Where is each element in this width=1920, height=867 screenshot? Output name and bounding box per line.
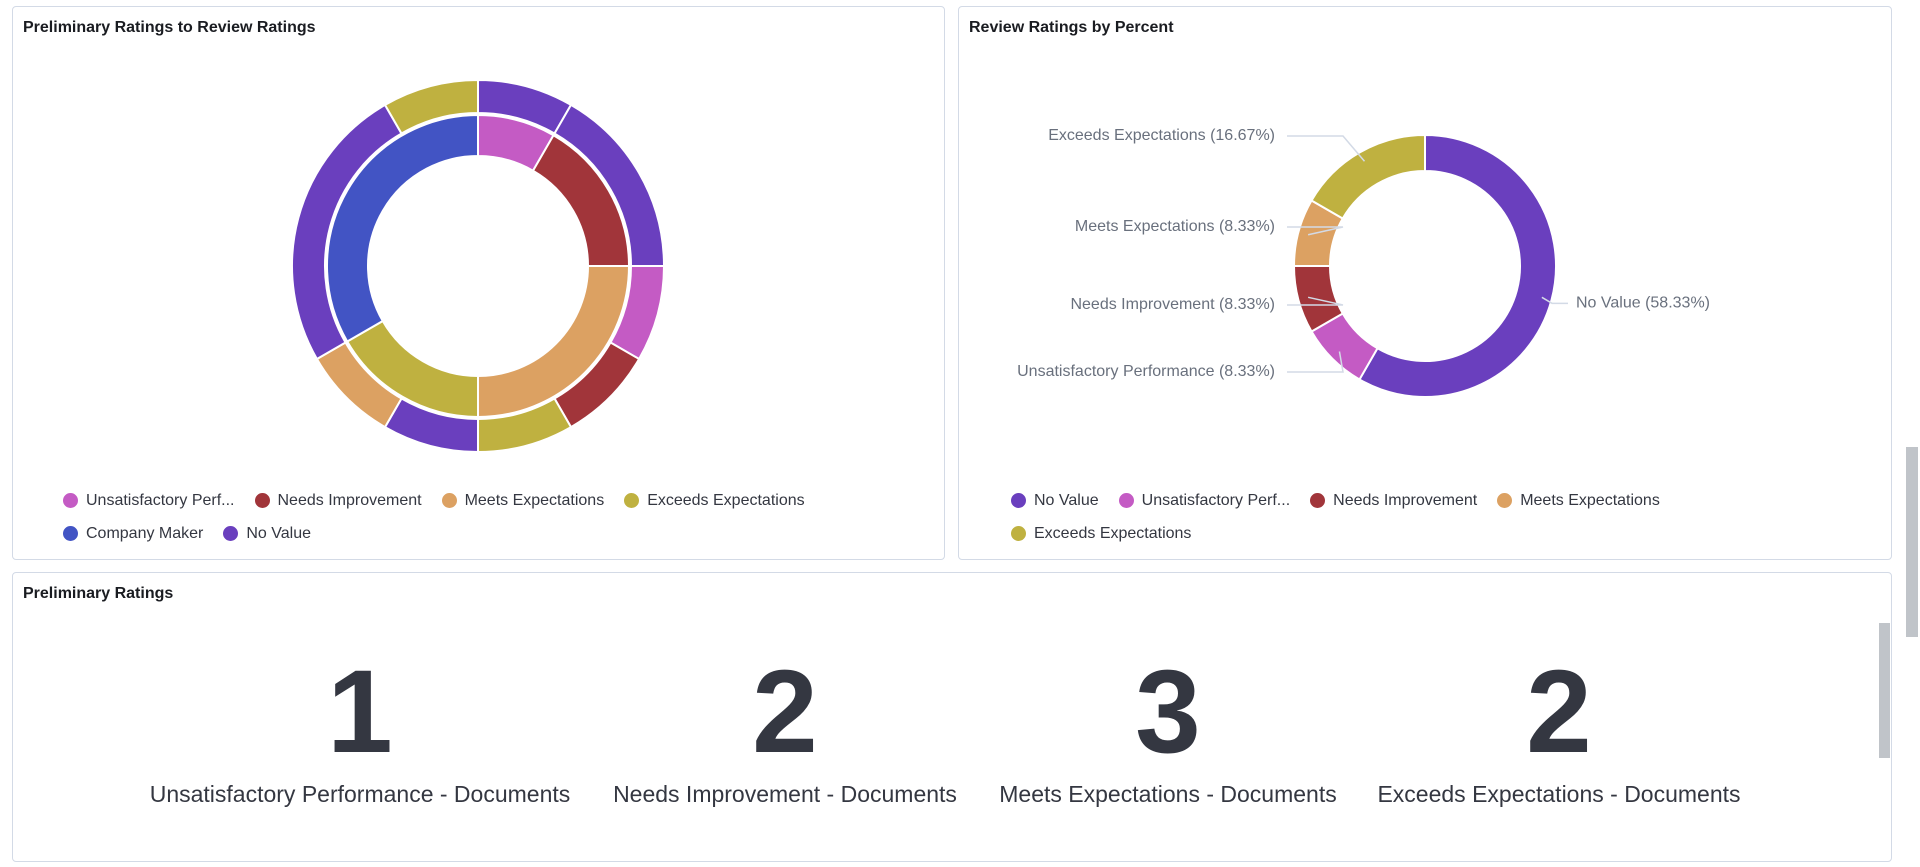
legend-swatch [1118,493,1134,508]
legend-item[interactable]: No Value [1011,490,1099,511]
legend-swatch [1011,526,1026,541]
legend-label: No Value [1034,491,1099,509]
legend-swatch [1497,493,1513,508]
metric: 1 Unsatisfactory Performance - Documents [140,653,580,808]
legend-label: Unsatisfactory Perf... [1141,491,1291,509]
legend-item[interactable]: No Value [223,523,311,544]
legend-item[interactable]: Company Maker [63,523,203,544]
legend-item[interactable]: Meets Expectations [441,490,605,511]
legend-label: Meets Expectations [1520,491,1660,509]
panel-title: Preliminary Ratings [23,585,174,602]
panel: Preliminary Ratings 1 Unsatisfactory Perf… [12,572,1892,862]
metric-label: Unsatisfactory Performance - Documents [149,781,571,807]
legend: No Value Unsatisfactory Perf... Needs Impr… [1011,490,1731,544]
panel: Preliminary Ratings to Review Ratings Un… [12,6,945,560]
metric: 2 Needs Improvement - Documents [565,653,1005,808]
metric-label: Meets Expectations - Documents [999,781,1337,807]
metric: 2 Exceeds Expectations - Documents [1339,653,1779,808]
legend-item[interactable]: Needs Improvement [1310,490,1477,511]
metric-value: 3 [1135,646,1201,778]
panel: Review Ratings by Percent No Value Unsati… [958,6,1892,560]
legend-label: Meets Expectations [464,491,605,509]
legend-item[interactable]: Exceeds Expectations [624,490,805,511]
metric-label: Exceeds Expectations - Documents [1377,781,1741,807]
legend-swatch [441,493,457,508]
legend: Unsatisfactory Perf... Needs Improvement M… [63,490,883,544]
legend-swatch [63,526,78,541]
legend-item[interactable]: Exceeds Expectations [1011,523,1191,544]
metric-value: 2 [752,646,818,778]
page-scrollbar[interactable] [1906,447,1918,637]
panel-title: Review Ratings by Percent [969,19,1174,36]
legend-label: No Value [246,524,312,542]
legend-swatch [1310,493,1326,508]
legend-label: Needs Improvement [277,491,422,509]
legend-swatch [63,493,78,508]
metric-label: Needs Improvement - Documents [613,781,957,807]
legend-label: Exceeds Expectations [647,491,805,509]
panel-title: Preliminary Ratings to Review Ratings [23,19,316,36]
metric: 3 Meets Expectations - Documents [948,653,1388,808]
legend-item[interactable]: Needs Improvement [254,490,422,511]
legend-label: Unsatisfactory Perf... [86,491,235,509]
scrollbar[interactable] [1879,623,1890,758]
metric-value: 1 [327,646,393,778]
legend-swatch [254,493,270,508]
legend-item[interactable]: Unsatisfactory Perf... [63,490,235,511]
legend-label: Exceeds Expectations [1034,524,1192,542]
legend-item[interactable]: Unsatisfactory Perf... [1118,490,1291,511]
legend-item[interactable]: Meets Expectations [1497,490,1660,511]
legend-label: Needs Improvement [1333,491,1478,509]
metric-value: 2 [1526,646,1592,778]
legend-label: Company Maker [86,524,204,542]
legend-swatch [1011,493,1026,508]
legend-swatch [624,493,640,508]
legend-swatch [223,526,239,541]
